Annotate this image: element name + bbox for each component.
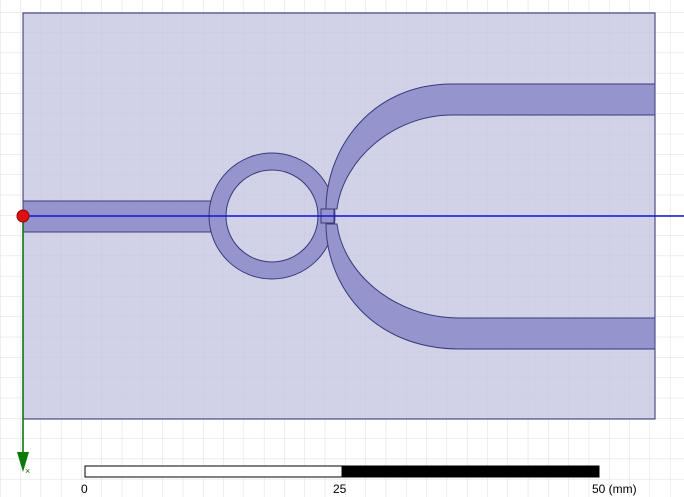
upper-output-arm[interactable] [325,83,656,210]
y-axis-tick-mark: × [25,466,30,476]
scale-label-0: 0 [81,482,88,496]
scale-bar-black-segment [341,465,600,478]
origin-marker-icon[interactable] [16,209,30,223]
lower-output-arm[interactable] [325,223,656,350]
scale-label-25: 25 [333,482,347,496]
scale-bar-white-segment [84,465,343,478]
scale-label-50: 50 (mm) [592,482,637,496]
ring-resonator[interactable] [208,152,336,280]
arrow-down-icon [17,452,29,472]
scale-bar [84,465,600,478]
